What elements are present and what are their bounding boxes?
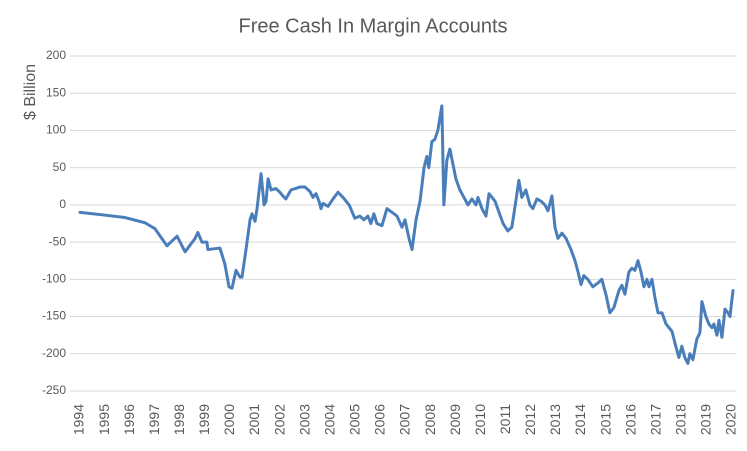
x-tick-label: 2006 (372, 404, 388, 435)
x-tick-label: 2018 (673, 404, 689, 435)
x-tick-label: 2017 (647, 404, 663, 435)
x-tick-label: 2014 (572, 404, 588, 435)
y-tick-label: 200 (46, 48, 66, 62)
y-tick-label: 150 (46, 85, 66, 99)
x-tick-label: 2007 (397, 404, 413, 435)
y-tick-label: -100 (42, 272, 66, 286)
y-tick-label: -200 (42, 346, 66, 360)
x-tick-label: 2013 (547, 404, 563, 435)
y-tick-label: 0 (59, 197, 66, 211)
y-tick-label: -150 (42, 309, 66, 323)
x-tick-label: 1995 (96, 404, 112, 435)
x-tick-label: 2012 (522, 404, 538, 435)
y-tick-label: 100 (46, 123, 66, 137)
x-tick-label: 2004 (321, 404, 337, 435)
x-tick-label: 2005 (347, 404, 363, 435)
x-tick-label: 2015 (597, 404, 613, 435)
x-tick-label: 2011 (497, 404, 513, 434)
x-tick-label: 1999 (196, 404, 212, 435)
x-tick-label: 2019 (698, 404, 714, 435)
x-tick-label: 1997 (146, 404, 162, 435)
data-line (78, 104, 735, 365)
chart-title: Free Cash In Margin Accounts (238, 15, 507, 37)
x-tick-label: 2003 (296, 404, 312, 435)
y-tick-label: -250 (42, 383, 66, 397)
x-tick-label: 2000 (221, 404, 237, 435)
x-tick-label: 2008 (422, 404, 438, 435)
x-tick-label: 2010 (472, 404, 488, 435)
x-tick-label: 2020 (723, 404, 739, 435)
x-tick-label: 2001 (246, 404, 262, 435)
y-axis-label: $ Billion (22, 64, 39, 120)
x-tick-label: 2002 (271, 404, 287, 435)
x-tick-label: 1994 (71, 404, 87, 435)
x-tick-label: 2009 (447, 404, 463, 435)
y-tick-label: -50 (49, 234, 67, 248)
y-tick-label: 50 (53, 160, 67, 174)
x-tick-label: 1998 (171, 404, 187, 435)
x-tick-label: 1996 (121, 404, 137, 435)
x-tick-label: 2016 (622, 404, 638, 435)
